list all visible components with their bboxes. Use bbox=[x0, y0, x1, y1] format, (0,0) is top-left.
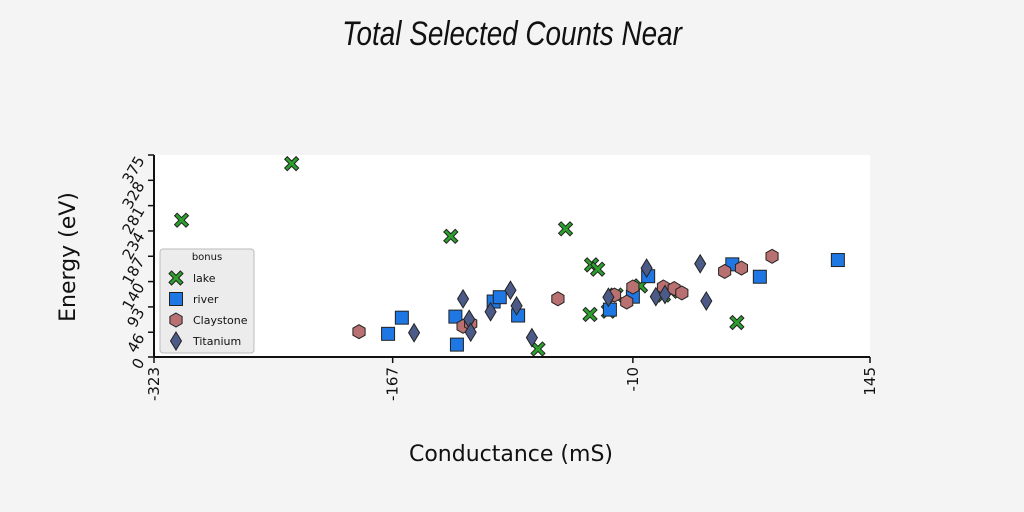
titanium-point bbox=[456, 288, 470, 309]
titanium-point bbox=[407, 322, 421, 343]
lake-legend-marker bbox=[168, 270, 184, 286]
titanium-point bbox=[525, 327, 538, 348]
river-point bbox=[381, 326, 396, 341]
lake-point bbox=[729, 314, 745, 331]
titanium-point bbox=[640, 258, 653, 279]
titanium-point bbox=[510, 295, 523, 316]
titanium-point bbox=[658, 284, 672, 305]
plot-area bbox=[154, 155, 870, 357]
claystone-point bbox=[718, 263, 732, 279]
lake-point bbox=[283, 155, 300, 172]
lake-point bbox=[443, 228, 459, 245]
river-point bbox=[752, 269, 767, 284]
lake-point bbox=[582, 306, 598, 323]
claystone-point bbox=[626, 279, 640, 295]
claystone-point bbox=[620, 294, 634, 310]
y-axis-label: Energy (eV) bbox=[56, 192, 81, 322]
claystone-point bbox=[765, 248, 779, 264]
legend-title: bonus bbox=[192, 252, 222, 263]
river-point bbox=[492, 290, 507, 305]
lake-point bbox=[589, 261, 606, 277]
river-legend-marker bbox=[169, 292, 183, 306]
legend-label: Claystone bbox=[193, 314, 248, 327]
titanium-point bbox=[464, 322, 477, 343]
y-tick-label: 46 bbox=[123, 330, 148, 356]
x-tick-label: -167 bbox=[384, 367, 402, 401]
river-point bbox=[830, 253, 845, 268]
titanium-legend-marker bbox=[169, 331, 183, 351]
legend-label: river bbox=[193, 293, 219, 306]
titanium-point bbox=[602, 287, 615, 308]
claystone-legend-marker bbox=[169, 312, 183, 328]
x-tick-label: 145 bbox=[861, 367, 879, 396]
data-points bbox=[173, 155, 845, 357]
y-tick-label: 375 bbox=[119, 153, 149, 187]
x-tick-label: -323 bbox=[145, 367, 163, 401]
claystone-point bbox=[352, 324, 366, 340]
river-point bbox=[394, 310, 409, 325]
claystone-point bbox=[675, 285, 689, 301]
chart-title: Total Selected Counts Near bbox=[342, 14, 683, 52]
claystone-point bbox=[551, 291, 565, 307]
titanium-point bbox=[484, 301, 497, 322]
river-point bbox=[602, 302, 617, 317]
lake-point bbox=[530, 341, 546, 357]
x-tick-label: -10 bbox=[624, 367, 642, 392]
titanium-point bbox=[504, 280, 517, 301]
lake-point bbox=[173, 212, 190, 228]
x-axis-label: Conductance (mS) bbox=[409, 442, 613, 467]
legend-label: Titanium bbox=[192, 335, 241, 348]
legend-label: lake bbox=[193, 272, 216, 285]
legend-box bbox=[159, 248, 255, 354]
claystone-point bbox=[734, 260, 748, 276]
titanium-point bbox=[694, 253, 707, 274]
river-point bbox=[449, 337, 464, 352]
x-ticks: -323 -167 -10 145 bbox=[145, 357, 879, 401]
legend: bonus lake river Claystone Titanium bbox=[159, 248, 255, 354]
river-point bbox=[448, 309, 463, 324]
titanium-point bbox=[700, 291, 713, 311]
lake-point bbox=[557, 221, 574, 237]
